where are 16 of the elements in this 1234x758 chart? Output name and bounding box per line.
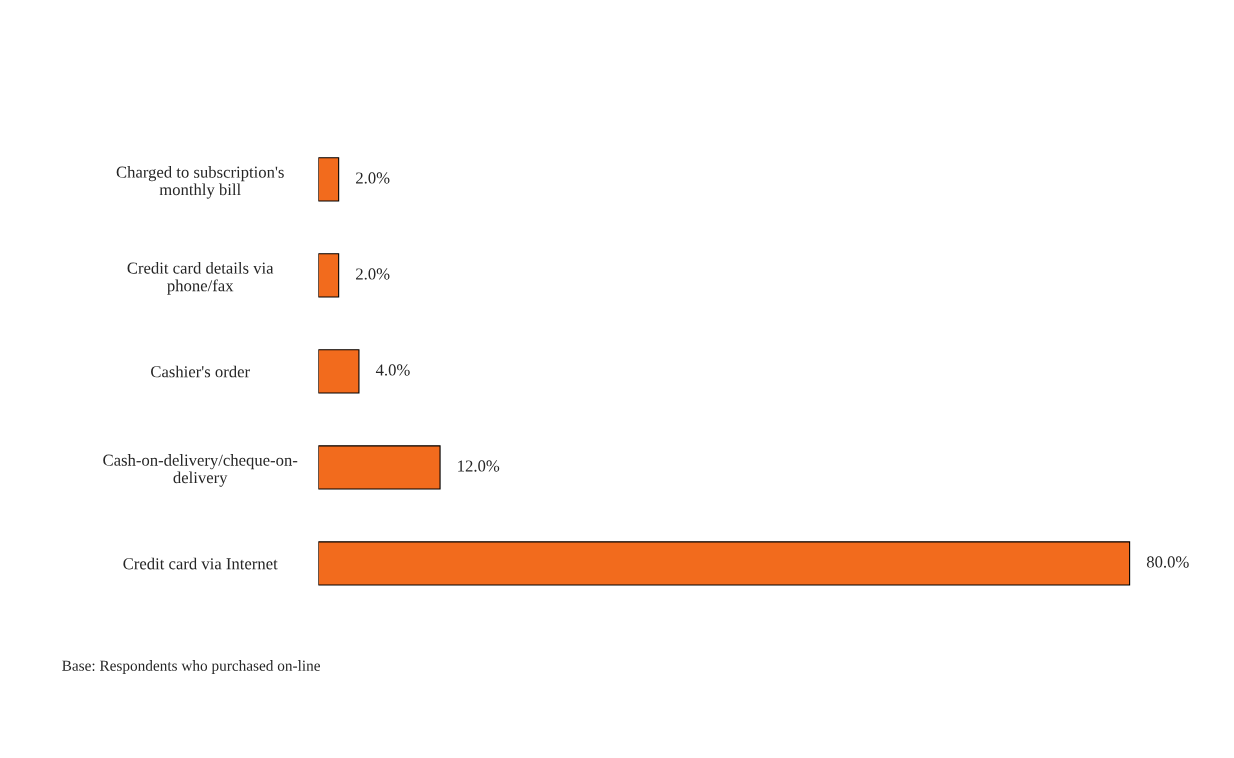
- data-label: 2.0%: [356, 268, 390, 280]
- y-tick-label: Cashier's order: [151, 365, 250, 378]
- bar: [318, 253, 340, 298]
- data-label: 12.0%: [458, 460, 500, 472]
- text: Base: Respondents who purchased on-line: [62, 660, 320, 674]
- y-tick-label: Charged to subscription's monthly bill: [116, 166, 284, 199]
- y-tick-label: Credit card via Internet: [123, 557, 278, 570]
- data-label: 2.0%: [356, 172, 390, 184]
- bar: [318, 349, 360, 394]
- y-tick-label: Cash-on-delivery/cheque-on- delivery: [103, 454, 298, 487]
- data-label: 80.0%: [1146, 556, 1189, 568]
- bar: [318, 157, 340, 202]
- y-tick-label: Credit card details via phone/fax: [127, 261, 274, 295]
- bar: [318, 541, 1131, 586]
- bar: [318, 445, 441, 490]
- data-label: 4.0%: [375, 364, 410, 376]
